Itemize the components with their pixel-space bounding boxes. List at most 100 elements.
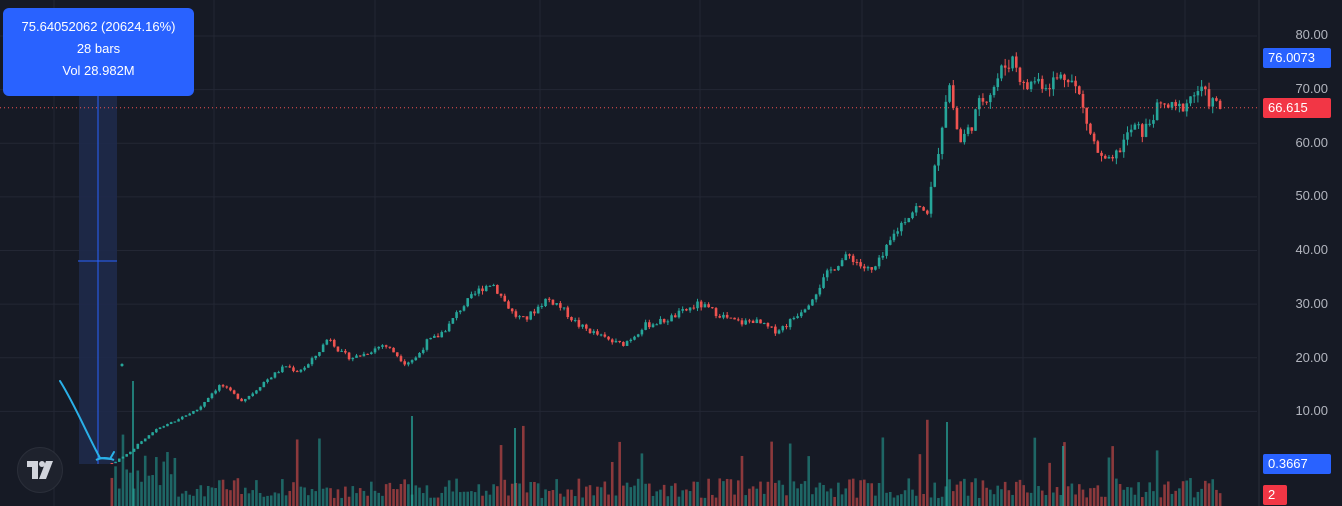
candle-body: [1014, 56, 1018, 68]
volume-bar: [896, 495, 899, 506]
candle-body: [785, 326, 788, 328]
candle-body: [1074, 80, 1077, 87]
candle-body: [336, 346, 340, 352]
candle-body: [436, 335, 440, 338]
volume-bar: [214, 488, 217, 506]
candle-body: [325, 339, 329, 345]
volume-bar: [484, 490, 488, 506]
volume-bar: [711, 494, 714, 506]
candle-body: [736, 319, 740, 321]
volume-bar: [362, 490, 366, 506]
candle-body: [258, 387, 262, 391]
candle-body: [447, 323, 451, 332]
volume-spike: [1062, 446, 1064, 506]
volume-bar: [458, 492, 462, 506]
candle-body: [117, 458, 121, 462]
volume-bar: [911, 489, 914, 506]
volume-bar: [521, 425, 525, 506]
candle-body: [1152, 120, 1155, 124]
candle-body: [825, 270, 829, 278]
volume-bar: [381, 495, 384, 506]
candle-body: [1022, 81, 1025, 83]
volume-bar: [433, 497, 436, 506]
volume-bar: [399, 483, 403, 506]
candle-body: [292, 367, 295, 372]
volume-bar: [158, 485, 162, 506]
candle-body: [636, 334, 640, 337]
candle-body: [1055, 77, 1059, 79]
volume-bar: [807, 456, 811, 506]
candle-body: [751, 320, 755, 324]
volume-bar: [844, 488, 848, 506]
candle-body: [1100, 152, 1103, 156]
volume-bar: [929, 497, 933, 506]
volume-bar: [529, 482, 533, 506]
volume-bar: [429, 497, 432, 506]
volume-bar: [922, 493, 925, 506]
volume-bar: [373, 490, 377, 506]
volume-bar: [759, 481, 762, 506]
candle-body: [1115, 150, 1118, 159]
candle-body: [451, 318, 455, 324]
volume-bar: [766, 481, 770, 506]
candle-body: [722, 314, 725, 318]
volume-bar: [955, 484, 959, 506]
volume-bar: [388, 482, 392, 506]
price-tick-10: 10.00: [1295, 403, 1328, 418]
volume-bar: [447, 480, 451, 506]
measure-tooltip: 75.64052062 (20624.16%) 28 bars Vol 28.9…: [3, 8, 194, 96]
volume-bar: [851, 478, 855, 506]
volume-bar: [573, 496, 577, 506]
candle-body: [573, 320, 577, 322]
candle-body: [1178, 103, 1181, 107]
candle-body: [421, 349, 425, 353]
volume-bar: [507, 495, 510, 506]
candle-body: [269, 377, 273, 380]
volume-bar: [799, 483, 803, 506]
volume-bar: [992, 494, 996, 506]
volume-bar: [714, 497, 718, 506]
volume-bar: [1204, 480, 1207, 506]
volume-bar: [440, 492, 444, 506]
candle-body: [577, 320, 581, 327]
candle-body: [963, 133, 966, 143]
candle-body: [169, 422, 173, 424]
volume-bar: [755, 488, 759, 506]
candle-body: [355, 355, 358, 358]
volume-bar: [918, 454, 922, 506]
candle-body: [547, 298, 551, 300]
candle-body: [892, 233, 896, 241]
volume-bar: [310, 489, 314, 506]
candle-body: [777, 330, 781, 334]
candle-body: [218, 385, 221, 391]
volume-bar: [981, 480, 985, 506]
candle-body: [529, 311, 533, 320]
candle-body: [807, 305, 811, 310]
volume-bar: [692, 481, 696, 506]
candle-body: [370, 352, 373, 354]
volume-bar: [996, 485, 1000, 506]
candle-body: [1070, 80, 1074, 83]
candle-body: [733, 317, 736, 320]
volume-bar: [1018, 479, 1022, 506]
volume-bar: [1174, 490, 1177, 506]
candle-body: [811, 299, 814, 306]
candle-body: [1085, 107, 1089, 124]
tradingview-logo[interactable]: [17, 447, 63, 493]
candle-body: [136, 443, 140, 449]
candle-body: [996, 78, 1000, 88]
volume-bar: [570, 489, 573, 506]
volume-bar: [959, 481, 962, 506]
volume-bar: [1081, 489, 1085, 506]
candle-body: [614, 340, 618, 343]
volume-bar: [603, 481, 607, 506]
candle-body: [1218, 100, 1222, 109]
volume-bar: [536, 483, 540, 506]
volume-bar: [937, 497, 940, 506]
candle-body: [477, 288, 481, 294]
volume-bar: [1144, 491, 1148, 506]
candle-body: [321, 344, 325, 353]
volume-bar: [277, 493, 280, 506]
candle-body: [759, 319, 762, 324]
